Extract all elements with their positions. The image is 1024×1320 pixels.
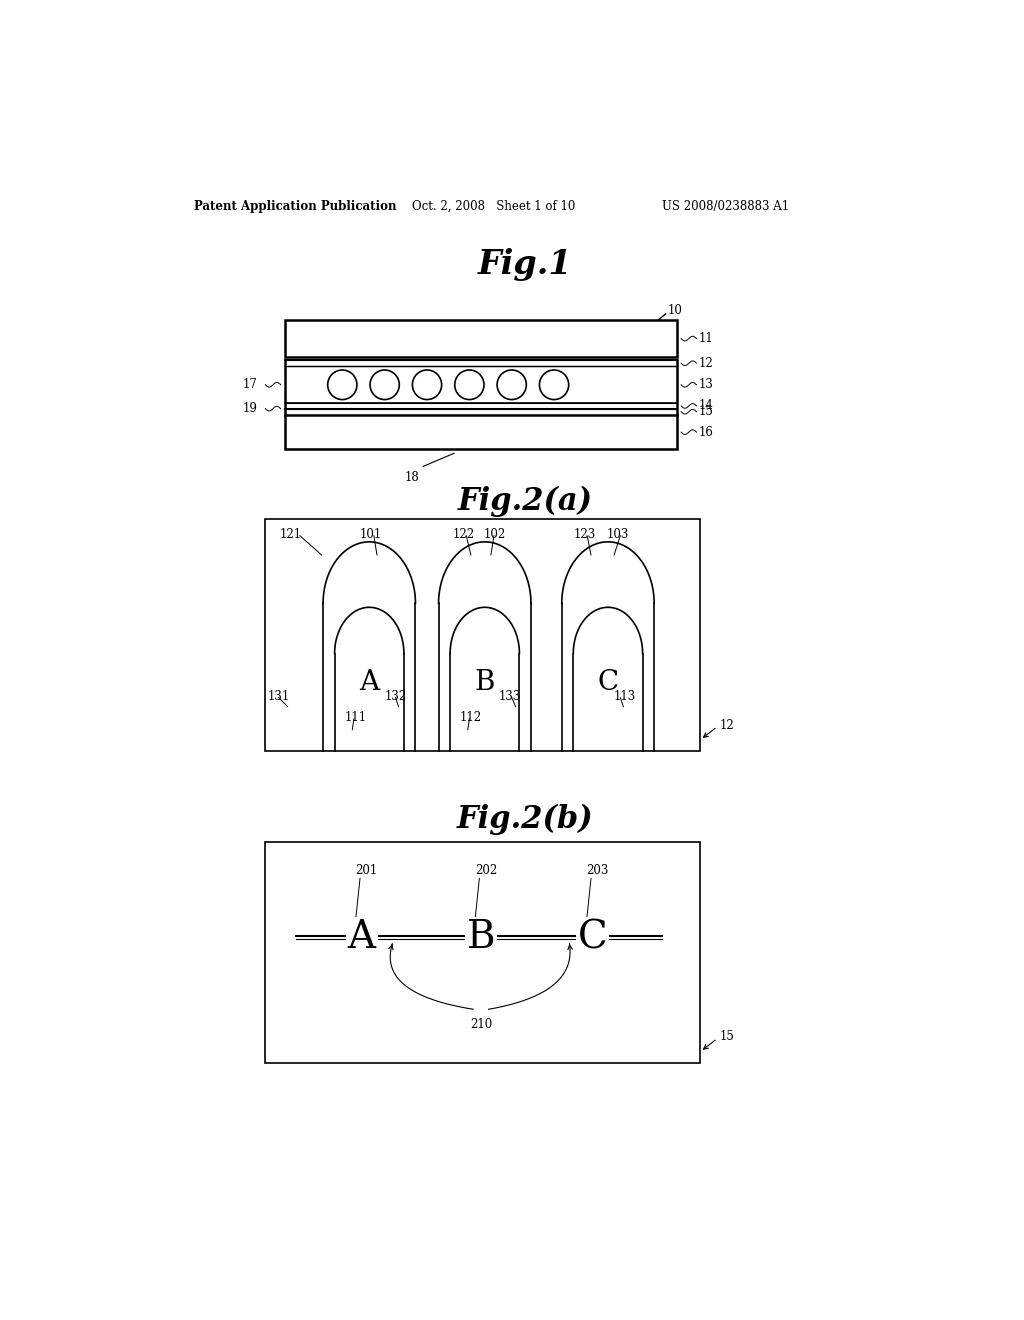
Text: Fig.2(a): Fig.2(a) — [458, 486, 592, 516]
Bar — [265, 842, 700, 1063]
Text: 112: 112 — [460, 711, 482, 725]
Text: 16: 16 — [698, 425, 714, 438]
Text: 15: 15 — [698, 405, 714, 418]
Bar — [285, 414, 677, 449]
Ellipse shape — [370, 370, 399, 400]
Text: 102: 102 — [483, 528, 506, 541]
Text: 103: 103 — [606, 528, 629, 541]
Text: A: A — [359, 669, 379, 696]
Text: Fig.1: Fig.1 — [477, 248, 572, 281]
Text: 12: 12 — [720, 718, 734, 731]
Text: 131: 131 — [267, 689, 290, 702]
Text: C: C — [578, 919, 607, 956]
Text: 17: 17 — [243, 379, 257, 391]
Text: 11: 11 — [698, 333, 714, 345]
Text: Oct. 2, 2008   Sheet 1 of 10: Oct. 2, 2008 Sheet 1 of 10 — [412, 199, 575, 213]
Text: 15: 15 — [720, 1031, 734, 1044]
Text: 202: 202 — [475, 863, 497, 876]
Text: 14: 14 — [698, 400, 714, 412]
Text: 12: 12 — [698, 356, 714, 370]
Text: 13: 13 — [698, 379, 714, 391]
Text: 19: 19 — [243, 403, 257, 416]
Ellipse shape — [455, 370, 484, 400]
Ellipse shape — [540, 370, 568, 400]
Text: Fig.2(b): Fig.2(b) — [457, 804, 593, 834]
Text: Patent Application Publication: Patent Application Publication — [194, 199, 396, 213]
Text: C: C — [597, 669, 618, 696]
Bar — [285, 321, 677, 358]
Text: B: B — [474, 669, 495, 696]
Text: A: A — [347, 919, 376, 956]
Text: 133: 133 — [499, 689, 521, 702]
Text: US 2008/0238883 A1: US 2008/0238883 A1 — [662, 199, 788, 213]
Text: 18: 18 — [404, 471, 419, 484]
Text: B: B — [467, 919, 496, 956]
Text: 201: 201 — [355, 863, 378, 876]
Text: 122: 122 — [453, 528, 474, 541]
Text: 10: 10 — [668, 305, 683, 317]
Text: 101: 101 — [360, 528, 382, 541]
Text: 123: 123 — [573, 528, 596, 541]
Text: 121: 121 — [280, 528, 301, 541]
Ellipse shape — [328, 370, 357, 400]
Text: 203: 203 — [587, 863, 609, 876]
Text: 132: 132 — [385, 689, 407, 702]
Ellipse shape — [497, 370, 526, 400]
Bar — [265, 519, 700, 751]
Text: 210: 210 — [470, 1019, 493, 1031]
Text: 113: 113 — [614, 689, 636, 702]
Ellipse shape — [413, 370, 441, 400]
Text: 111: 111 — [345, 711, 367, 725]
